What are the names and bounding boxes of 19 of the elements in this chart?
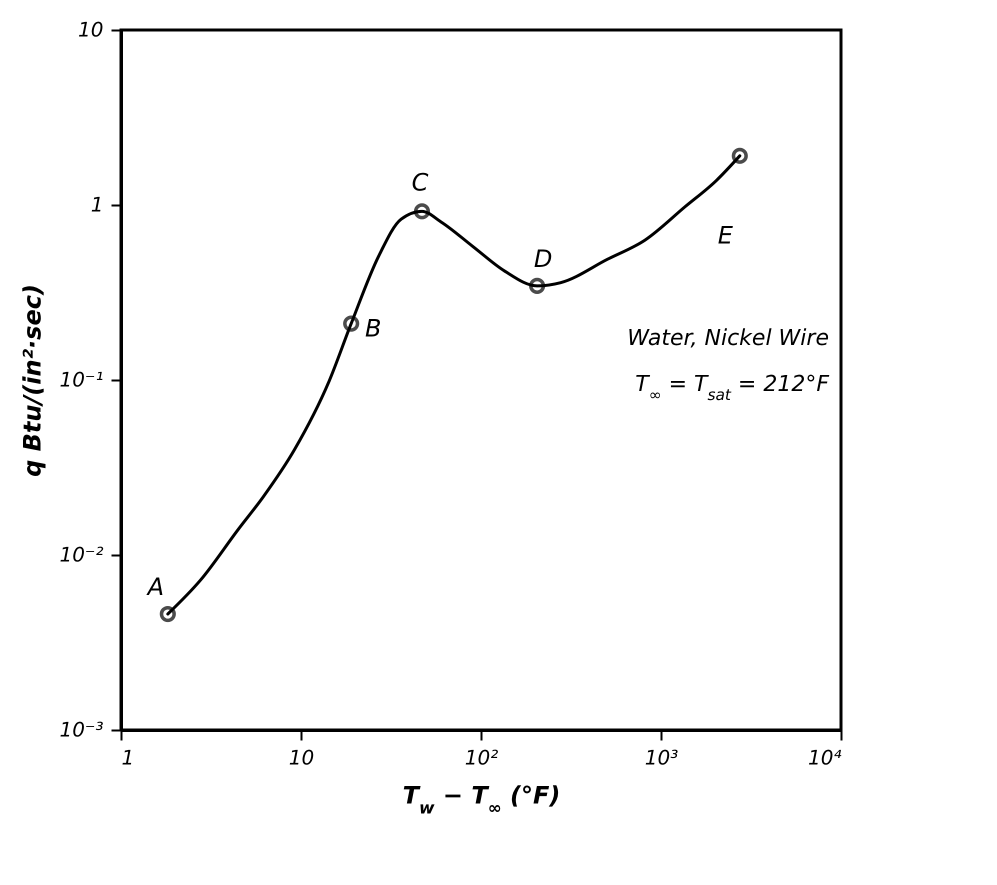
x-tick-label: 10³ [644, 746, 678, 770]
x-tick-label: 10⁴ [808, 746, 842, 770]
annotation: D [534, 244, 552, 273]
annotation: C [412, 168, 429, 196]
x-tick-label: 10² [464, 746, 498, 770]
x-tick-label: 10 [288, 746, 314, 770]
y-tick-label: 10⁻³ [59, 718, 104, 742]
x-axis-title: T$_{w}$ − T$_{∞}$ (°F) [402, 782, 560, 818]
annotation: E [718, 222, 734, 250]
annotation: B [364, 314, 382, 343]
y-tick-label: 10⁻¹ [59, 368, 104, 392]
annotation: Water, Nickel Wire [627, 326, 829, 351]
annotation: A [146, 573, 164, 602]
annotation: T$_{∞}$ = T$_{sat}$ = 212°F [635, 372, 830, 404]
x-tick-label: 1 [122, 746, 134, 770]
y-axis-title: q Btu/(in²·sec) [18, 284, 46, 477]
y-tick-label: 1 [90, 192, 104, 216]
y-tick-label: 10⁻² [59, 542, 104, 566]
y-tick-label: 10 [78, 18, 104, 42]
